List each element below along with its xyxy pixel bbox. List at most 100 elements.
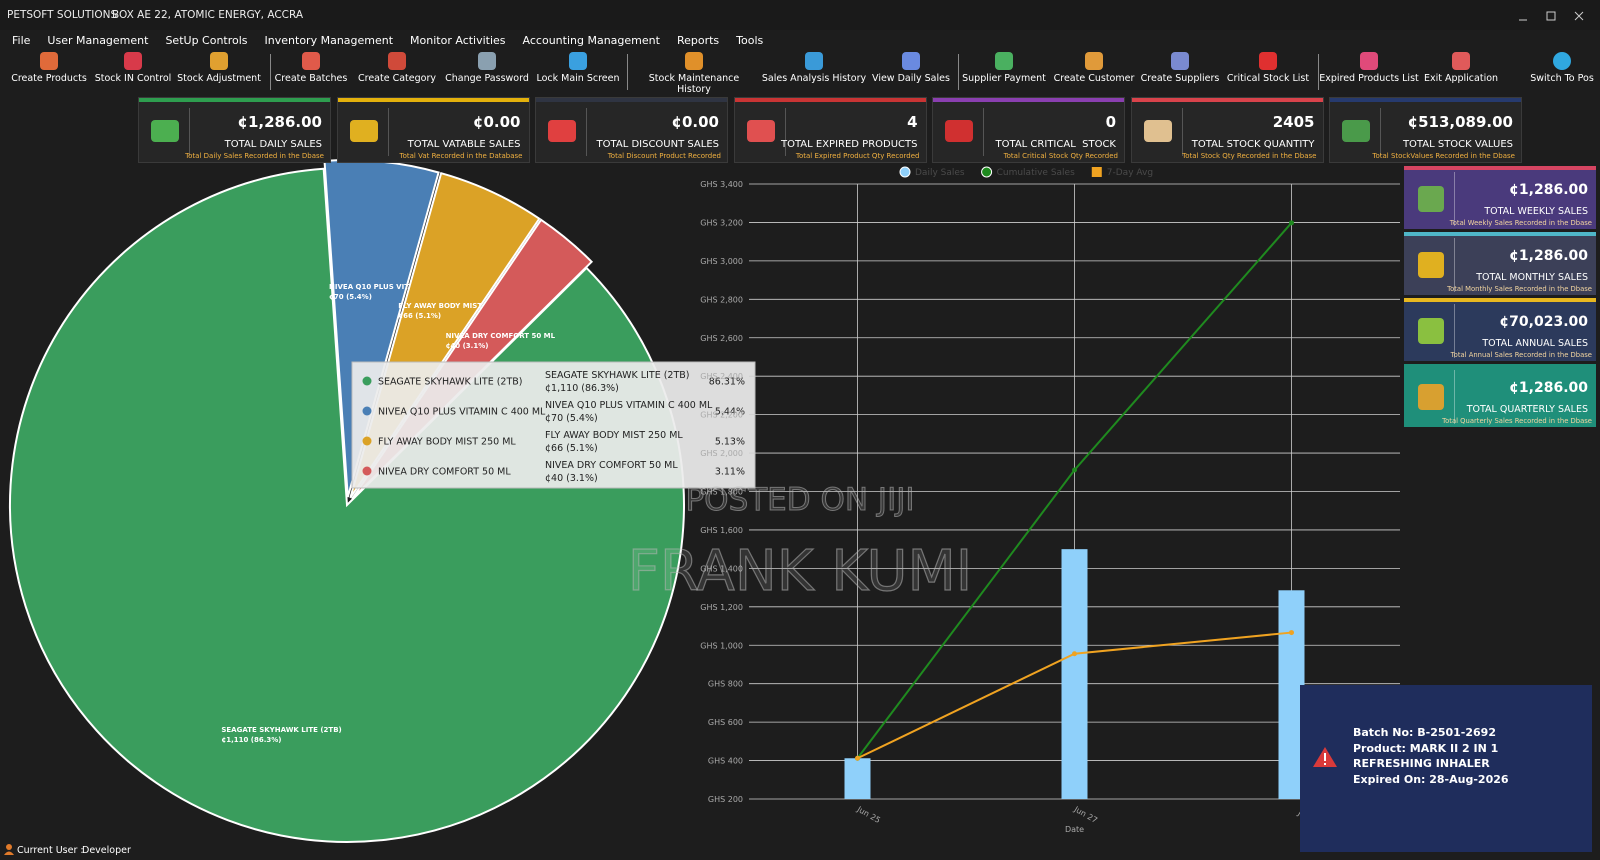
menu-item[interactable]: Inventory Management <box>264 34 394 47</box>
card-title: TOTAL DISCOUNT SALES <box>596 139 719 150</box>
x-tick-label: Jun 25 <box>855 804 882 825</box>
card-accent <box>1404 364 1596 368</box>
summary-card: 2405 TOTAL STOCK QUANTITY Total Stock Qty … <box>1130 97 1324 163</box>
maximize[interactable] <box>1546 11 1556 21</box>
card-icon <box>1143 120 1172 142</box>
card-divider <box>1454 238 1455 292</box>
summary-card: ¢1,286.00 TOTAL DAILY SALES Total Daily Sa… <box>138 97 331 163</box>
toolbar-button[interactable]: Create Category <box>337 52 457 84</box>
window-controls[interactable] <box>1515 8 1595 24</box>
card-divider <box>1181 108 1183 156</box>
toolbar-button[interactable]: Supplier Payment <box>944 52 1064 84</box>
close[interactable] <box>1574 11 1584 21</box>
card-accent <box>1404 298 1596 302</box>
toolbar-button[interactable]: Create Products <box>0 52 109 84</box>
tooltip-detail: ¢70 (5.4%) <box>545 413 598 424</box>
card-subtitle: Total Daily Sales Recorded in the Dbase <box>185 152 324 160</box>
card-value: ¢0.00 <box>671 113 719 131</box>
toolbar-icon <box>902 52 920 70</box>
y-tick-label: GHS 200 <box>708 795 743 804</box>
card-icon <box>548 120 576 142</box>
menu-item[interactable]: Tools <box>736 34 764 47</box>
toolbar-separator <box>958 54 959 90</box>
toolbar-button[interactable]: Critical Stock List <box>1208 52 1328 84</box>
line-point <box>1289 220 1294 226</box>
menu-item[interactable]: SetUp Controls <box>165 34 248 47</box>
side-card: ¢1,286.00 TOTAL WEEKLY SALES Total Weekly … <box>1404 166 1596 229</box>
toolbar-icon <box>40 52 58 70</box>
card-subtitle: Total Critical Stock Qty Recorded <box>1003 152 1118 160</box>
toolbar-button[interactable]: Switch To Pos <box>1502 52 1600 84</box>
toolbar-button[interactable]: Create Customer <box>1034 52 1154 84</box>
menu-item[interactable]: User Management <box>47 34 149 47</box>
card-divider <box>1454 304 1455 358</box>
card-title: TOTAL VATABLE SALES <box>407 139 521 150</box>
toolbar-label: Supplier Payment <box>962 73 1046 84</box>
side-card: ¢70,023.00 TOTAL ANNUAL SALES Total Annual… <box>1404 298 1596 361</box>
tooltip-detail: ¢40 (3.1%) <box>545 473 598 484</box>
tooltip-percent: 5.13% <box>715 437 745 448</box>
toolbar-button[interactable]: Create Batches <box>251 52 371 84</box>
toolbar-button[interactable]: Change Password <box>427 52 547 84</box>
card-value: ¢1,286.00 <box>237 113 322 131</box>
card-icon <box>945 120 973 142</box>
card-icon <box>1418 186 1444 212</box>
watermark: POSTED ON JIJI <box>685 482 914 518</box>
card-divider <box>1454 172 1455 226</box>
card-value: ¢70,023.00 <box>1499 314 1588 330</box>
summary-card: 0 TOTAL CRITICAL STOCK Total Critical Stoc… <box>932 97 1125 163</box>
menu-item[interactable]: Accounting Management <box>522 34 660 47</box>
bar <box>1061 549 1088 799</box>
menu-item[interactable]: File <box>12 34 31 47</box>
tooltip-percent: 3.11% <box>715 467 745 478</box>
card-title: TOTAL STOCK QUANTITY <box>1191 139 1315 150</box>
warning-icon <box>1313 747 1337 767</box>
card-title: TOTAL QUARTERLY SALES <box>1466 404 1588 415</box>
card-accent <box>139 98 330 102</box>
toolbar-button[interactable]: Stock Maintenance History <box>634 52 754 95</box>
toolbar-icon <box>569 52 587 70</box>
card-title: TOTAL EXPIRED PRODUCTS <box>780 139 918 150</box>
y-tick-label: GHS 800 <box>708 680 743 689</box>
toolbar-label: Stock Adjustment <box>177 73 261 84</box>
toolbar-label: View Daily Sales <box>872 73 950 84</box>
card-value: ¢1,286.00 <box>1509 182 1588 198</box>
toolbar-button[interactable]: Stock IN Control <box>73 52 193 84</box>
y-tick-label: GHS 600 <box>708 718 743 727</box>
toolbar-label: Create Products <box>11 73 87 84</box>
menu-item[interactable]: Reports <box>676 34 720 47</box>
toolbar-button[interactable]: View Daily Sales <box>851 52 971 84</box>
card-value: 0 <box>1105 113 1116 131</box>
expiry-notification[interactable]: Batch No: B-2501-2692 Product: MARK II 2… <box>1300 685 1592 852</box>
card-accent <box>734 98 926 102</box>
line-point <box>1072 467 1077 473</box>
toolbar-button[interactable]: Stock Adjustment <box>159 52 279 84</box>
slice-label: NIVEA DRY COMFORT 50 ML <box>446 332 556 340</box>
side-card: ¢1,286.00 TOTAL MONTHLY SALES Total Monthl… <box>1404 232 1596 295</box>
card-title: TOTAL CRITICAL STOCK <box>995 139 1116 150</box>
toolbar-button[interactable]: Sales Analysis History <box>754 52 874 84</box>
toolbar-icon <box>388 52 406 70</box>
slice-label: FLY AWAY BODY MIST 250 ML <box>398 302 513 310</box>
toolbar-icon <box>685 52 703 70</box>
y-tick-label: GHS 400 <box>708 757 743 766</box>
tooltip-detail: SEAGATE SKYHAWK LITE (2TB) <box>545 370 690 381</box>
toolbar-icon <box>1171 52 1189 70</box>
line-point <box>1289 630 1294 636</box>
card-accent <box>1404 232 1596 236</box>
toolbar-label: Stock Maintenance History <box>648 73 740 95</box>
tooltip-dot <box>362 376 372 386</box>
toolbar-button[interactable]: Exit Application <box>1401 52 1521 84</box>
menu-item[interactable]: Monitor Activities <box>410 34 506 47</box>
card-divider <box>586 108 587 156</box>
toolbar-button[interactable]: Create Suppliers <box>1120 52 1240 84</box>
toolbar-button[interactable]: Lock Main Screen <box>518 52 638 84</box>
user-icon <box>4 844 14 855</box>
slice-value-label: ¢70 (5.4%) <box>329 293 372 301</box>
toolbar-button[interactable]: Expired Products List <box>1309 52 1429 84</box>
toolbar-icon <box>478 52 496 70</box>
toolbar-separator <box>627 54 628 90</box>
card-accent <box>1404 166 1596 170</box>
